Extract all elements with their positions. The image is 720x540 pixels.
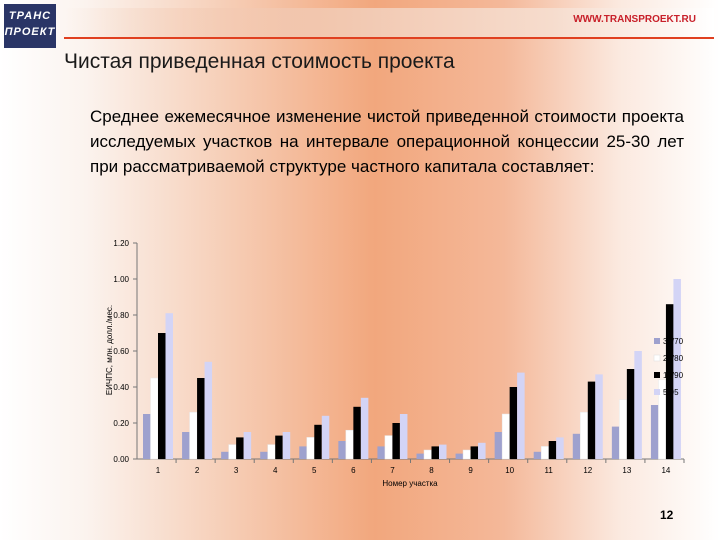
y-axis-label: ЕИЧПС, млн. долл./мес.	[105, 305, 114, 395]
legend-label: 5/95	[663, 388, 679, 397]
x-tick-label: 12	[583, 466, 592, 475]
bar-5-95	[399, 414, 408, 459]
bar-20-80	[384, 435, 393, 460]
bar-20-80	[306, 437, 315, 460]
bar-30-70	[377, 446, 385, 459]
bar-30-70	[299, 446, 307, 459]
slide-title: Чистая приведенная стоимость проекта	[64, 50, 455, 73]
bar-10-90	[197, 378, 205, 459]
bar-30-70	[182, 432, 190, 459]
legend-label: 20/80	[663, 354, 684, 363]
bar-10-90	[665, 304, 674, 459]
header-bar	[64, 8, 714, 38]
y-tick-label: 1.00	[113, 275, 129, 284]
bar-20-80	[267, 444, 276, 460]
page-number: 12	[660, 508, 674, 522]
bar-10-90	[158, 333, 166, 459]
bar-5-95	[321, 415, 330, 459]
bar-30-70	[143, 414, 151, 459]
bar-10-90	[587, 381, 596, 459]
legend-label: 30/70	[663, 337, 684, 346]
slide-description: Среднее ежемесячное изменение чистой при…	[90, 107, 684, 176]
bar-20-80	[540, 446, 549, 460]
bar-20-80	[228, 444, 237, 460]
y-tick-label: 0.80	[113, 311, 129, 320]
bar-10-90	[509, 387, 518, 459]
company-logo: ТРАНС ПРОЕКТ	[4, 4, 56, 48]
bar-30-70	[416, 453, 424, 459]
y-tick-label: 1.20	[113, 239, 129, 248]
x-tick-label: 2	[195, 466, 200, 475]
bar-5-95	[478, 442, 486, 459]
bar-5-95	[517, 372, 525, 459]
bar-30-70	[650, 405, 659, 459]
x-tick-label: 10	[505, 466, 514, 475]
bar-5-95	[634, 351, 642, 459]
header-divider	[64, 37, 714, 39]
x-tick-label: 4	[273, 466, 278, 475]
bar-10-90	[275, 435, 283, 459]
bar-30-70	[221, 451, 229, 459]
bar-5-95	[282, 432, 291, 459]
bar-30-70	[611, 426, 620, 459]
x-tick-label: 6	[351, 466, 356, 475]
x-tick-label: 11	[545, 466, 554, 475]
bar-5-95	[165, 313, 173, 459]
x-tick-label: 3	[234, 466, 239, 475]
bar-20-80	[150, 377, 159, 460]
bar-30-70	[572, 433, 581, 459]
bar-20-80	[501, 413, 510, 460]
bar-10-90	[470, 446, 479, 459]
x-tick-label: 9	[468, 466, 473, 475]
bar-5-95	[673, 279, 681, 459]
bar-30-70	[494, 432, 503, 459]
x-axis-label: Номер участка	[382, 479, 438, 488]
bar-5-95	[595, 374, 603, 459]
legend-swatch	[654, 338, 660, 344]
bar-20-80	[345, 429, 354, 460]
x-tick-label: 14	[661, 466, 670, 475]
bar-30-70	[455, 453, 464, 459]
bar-5-95	[204, 361, 213, 459]
bar-5-95	[439, 444, 447, 459]
bar-10-90	[392, 423, 400, 459]
x-tick-label: 8	[429, 466, 434, 475]
bar-10-90	[431, 446, 439, 459]
y-tick-label: 0.60	[113, 347, 129, 356]
legend-swatch	[654, 389, 660, 395]
bar-5-95	[556, 437, 564, 459]
x-tick-label: 1	[156, 466, 161, 475]
bar-10-90	[353, 406, 361, 459]
bar-20-80	[462, 449, 471, 460]
bar-10-90	[314, 424, 322, 459]
x-tick-label: 5	[312, 466, 317, 475]
bar-30-70	[533, 451, 542, 459]
y-tick-label: 0.40	[113, 383, 129, 392]
bar-10-90	[548, 441, 557, 459]
bar-30-70	[260, 451, 268, 459]
bar-20-80	[619, 399, 628, 460]
bar-20-80	[580, 411, 589, 460]
y-tick-label: 0.20	[113, 419, 129, 428]
bar-5-95	[360, 397, 369, 459]
bar-10-90	[626, 369, 635, 459]
legend-swatch	[654, 372, 660, 378]
y-tick-label: 0.00	[113, 455, 129, 464]
bar-20-80	[189, 411, 198, 460]
bar-20-80	[423, 449, 432, 460]
logo-line-1: ТРАНС	[8, 10, 52, 22]
legend-swatch	[653, 354, 661, 362]
legend-label: 10/90	[663, 371, 684, 380]
bar-5-95	[243, 432, 252, 459]
bar-10-90	[236, 437, 244, 459]
x-tick-label: 13	[622, 466, 631, 475]
site-url[interactable]: WWW.TRANSPROEKT.RU	[573, 14, 696, 25]
x-tick-label: 7	[390, 466, 395, 475]
logo-line-2: ПРОЕКТ	[4, 26, 56, 38]
bar-30-70	[338, 441, 346, 459]
